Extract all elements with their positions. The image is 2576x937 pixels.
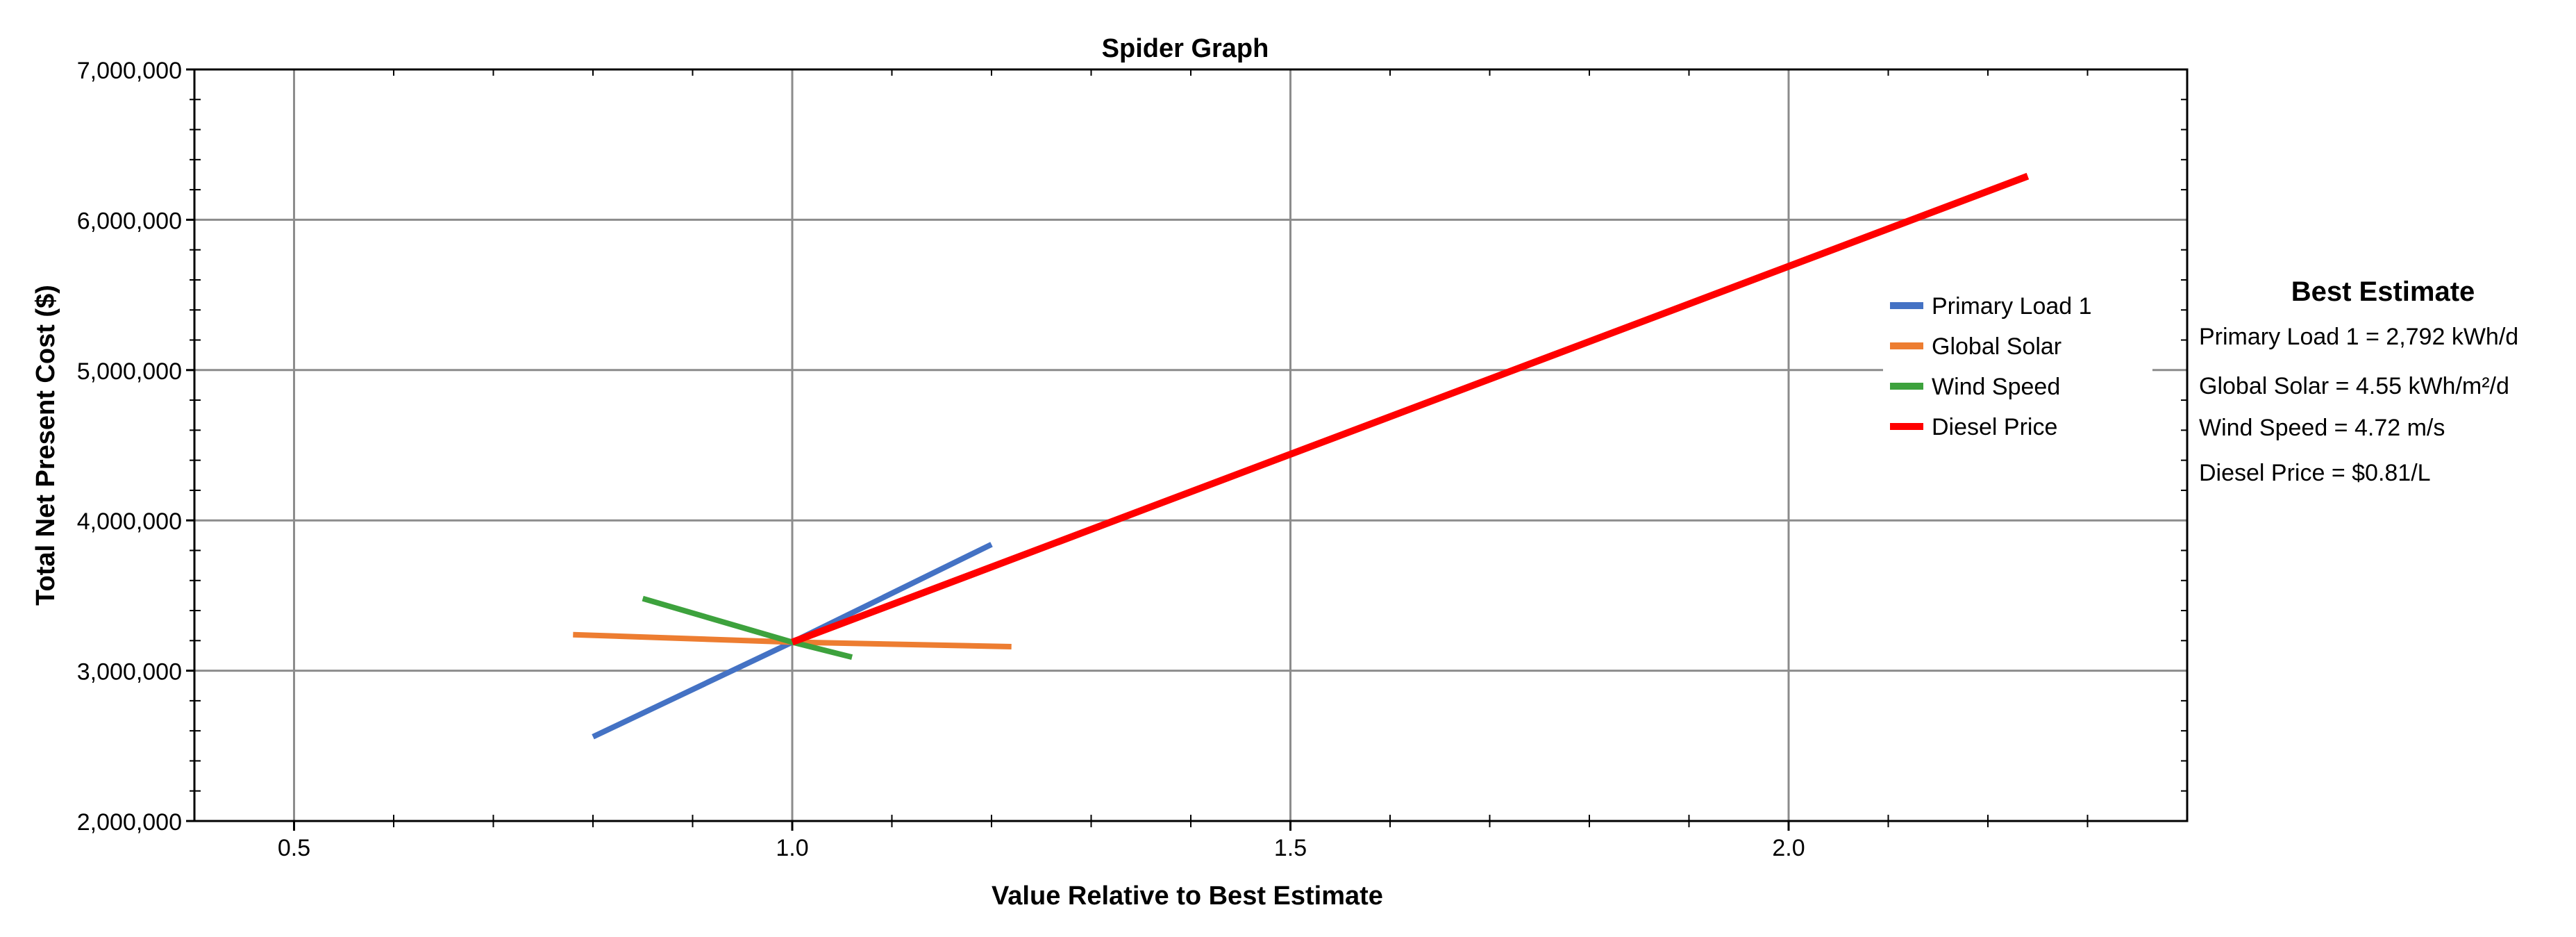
legend-box	[1883, 274, 2152, 441]
legend-entries: Primary Load 1 Global Solar Wind Speed Dies…	[1890, 293, 2092, 440]
y-tick-label: 2,000,000	[77, 809, 182, 836]
legend-label: Diesel Price	[1932, 414, 2057, 440]
series-line	[791, 172, 2030, 646]
y-tick-label: 4,000,000	[77, 508, 182, 535]
series-lines	[573, 172, 2030, 740]
y-tick-label: 6,000,000	[77, 208, 182, 234]
y-tick-label: 7,000,000	[77, 58, 182, 84]
legend-label: Primary Load 1	[1932, 293, 2092, 320]
legend: Primary Load 1 Global Solar Wind Speed Dies…	[1883, 274, 2152, 441]
grid	[194, 69, 2187, 821]
x-tick-label: 0.5	[278, 835, 310, 861]
plot-area-border	[193, 68, 2189, 822]
best-estimate-panel: Best Estimate Primary Load 1 = 2,792 kWh…	[2199, 276, 2518, 486]
x-axis-label: Value Relative to Best Estimate	[992, 881, 1383, 911]
minor-ticks	[190, 69, 2187, 827]
y-tick-label: 3,000,000	[77, 659, 182, 686]
x-tick-label: 1.5	[1274, 835, 1307, 861]
y-axis-ticks: 2,000,000 3,000,000 4,000,000 5,000,000 6,00…	[77, 58, 194, 836]
y-axis-label: Total Net Present Cost ($)	[31, 285, 60, 606]
y-tick-label: 5,000,000	[77, 358, 182, 385]
legend-label: Wind Speed	[1932, 374, 2060, 400]
best-estimate-line: Primary Load 1 = 2,792 kWh/d	[2199, 324, 2518, 350]
best-estimate-line: Wind Speed = 4.72 m/s	[2199, 415, 2445, 441]
best-estimate-line: Global Solar = 4.55 kWh/m²/d	[2199, 373, 2509, 399]
x-axis-ticks: 0.5 1.0 1.5 2.0	[278, 821, 1805, 861]
best-estimate-title: Best Estimate	[2291, 276, 2475, 307]
legend-label: Global Solar	[1932, 333, 2061, 360]
chart-title: Spider Graph	[1102, 34, 1269, 63]
x-tick-label: 1.0	[776, 835, 808, 861]
best-estimate-line: Diesel Price = $0.81/L	[2199, 460, 2431, 486]
x-tick-label: 2.0	[1772, 835, 1805, 861]
